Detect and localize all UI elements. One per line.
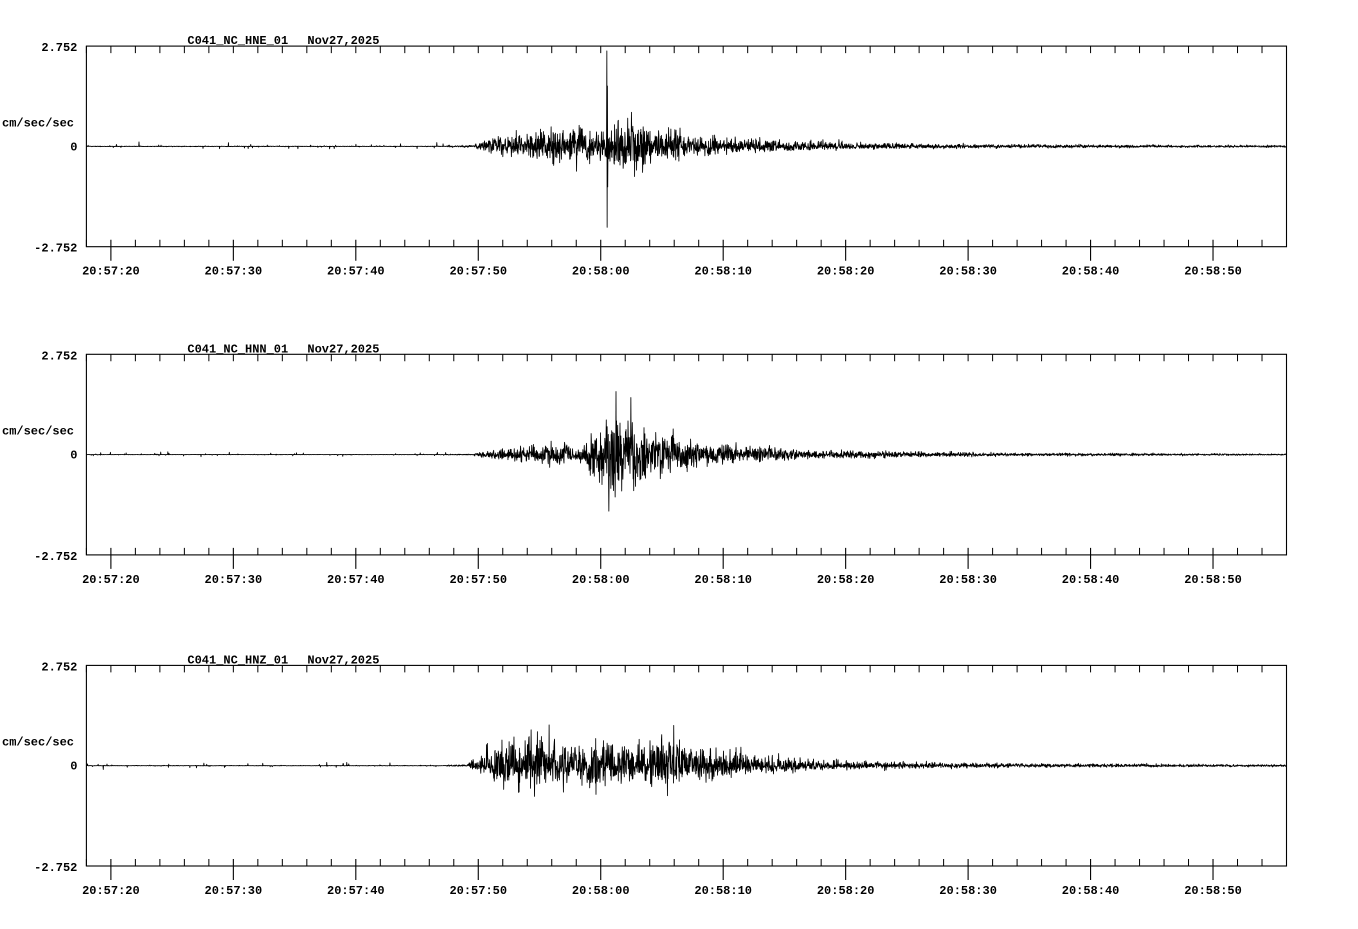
svg-text:20:57:20: 20:57:20 xyxy=(82,573,140,587)
svg-text:20:58:40: 20:58:40 xyxy=(1062,265,1120,279)
svg-text:20:57:30: 20:57:30 xyxy=(205,573,263,587)
svg-text:20:57:20: 20:57:20 xyxy=(82,265,140,279)
svg-text:0: 0 xyxy=(70,140,77,154)
svg-text:20:57:30: 20:57:30 xyxy=(205,265,263,279)
svg-text:20:57:50: 20:57:50 xyxy=(449,265,507,279)
svg-text:20:58:50: 20:58:50 xyxy=(1184,265,1242,279)
svg-text:20:57:40: 20:57:40 xyxy=(327,884,385,898)
svg-text:20:58:10: 20:58:10 xyxy=(694,884,752,898)
svg-text:cm/sec/sec: cm/sec/sec xyxy=(2,116,74,130)
svg-text:20:58:30: 20:58:30 xyxy=(939,265,997,279)
svg-text:20:57:30: 20:57:30 xyxy=(205,884,263,898)
svg-text:20:57:20: 20:57:20 xyxy=(82,884,140,898)
svg-text:-2.752: -2.752 xyxy=(34,861,77,875)
svg-text:20:58:10: 20:58:10 xyxy=(694,265,752,279)
svg-text:20:58:20: 20:58:20 xyxy=(817,573,875,587)
svg-text:cm/sec/sec: cm/sec/sec xyxy=(2,736,74,750)
svg-text:20:58:00: 20:58:00 xyxy=(572,884,630,898)
svg-text:20:57:40: 20:57:40 xyxy=(327,265,385,279)
svg-text:2.752: 2.752 xyxy=(41,349,77,363)
svg-text:20:58:00: 20:58:00 xyxy=(572,573,630,587)
svg-text:cm/sec/sec: cm/sec/sec xyxy=(2,425,74,439)
svg-text:20:58:40: 20:58:40 xyxy=(1062,573,1120,587)
svg-text:20:58:20: 20:58:20 xyxy=(817,884,875,898)
svg-text:20:57:50: 20:57:50 xyxy=(449,884,507,898)
svg-text:2.752: 2.752 xyxy=(41,41,77,55)
svg-text:20:58:30: 20:58:30 xyxy=(939,884,997,898)
svg-text:20:58:20: 20:58:20 xyxy=(817,265,875,279)
svg-text:20:58:50: 20:58:50 xyxy=(1184,884,1242,898)
svg-text:20:57:40: 20:57:40 xyxy=(327,573,385,587)
svg-text:20:58:30: 20:58:30 xyxy=(939,573,997,587)
svg-text:20:58:40: 20:58:40 xyxy=(1062,884,1120,898)
svg-text:20:58:10: 20:58:10 xyxy=(694,573,752,587)
svg-text:20:58:50: 20:58:50 xyxy=(1184,573,1242,587)
svg-text:-2.752: -2.752 xyxy=(34,550,77,564)
svg-text:0: 0 xyxy=(70,760,77,774)
svg-text:20:57:50: 20:57:50 xyxy=(449,573,507,587)
svg-text:0: 0 xyxy=(70,449,77,463)
svg-text:20:58:00: 20:58:00 xyxy=(572,265,630,279)
svg-text:2.752: 2.752 xyxy=(41,660,77,674)
svg-text:-2.752: -2.752 xyxy=(34,242,77,256)
